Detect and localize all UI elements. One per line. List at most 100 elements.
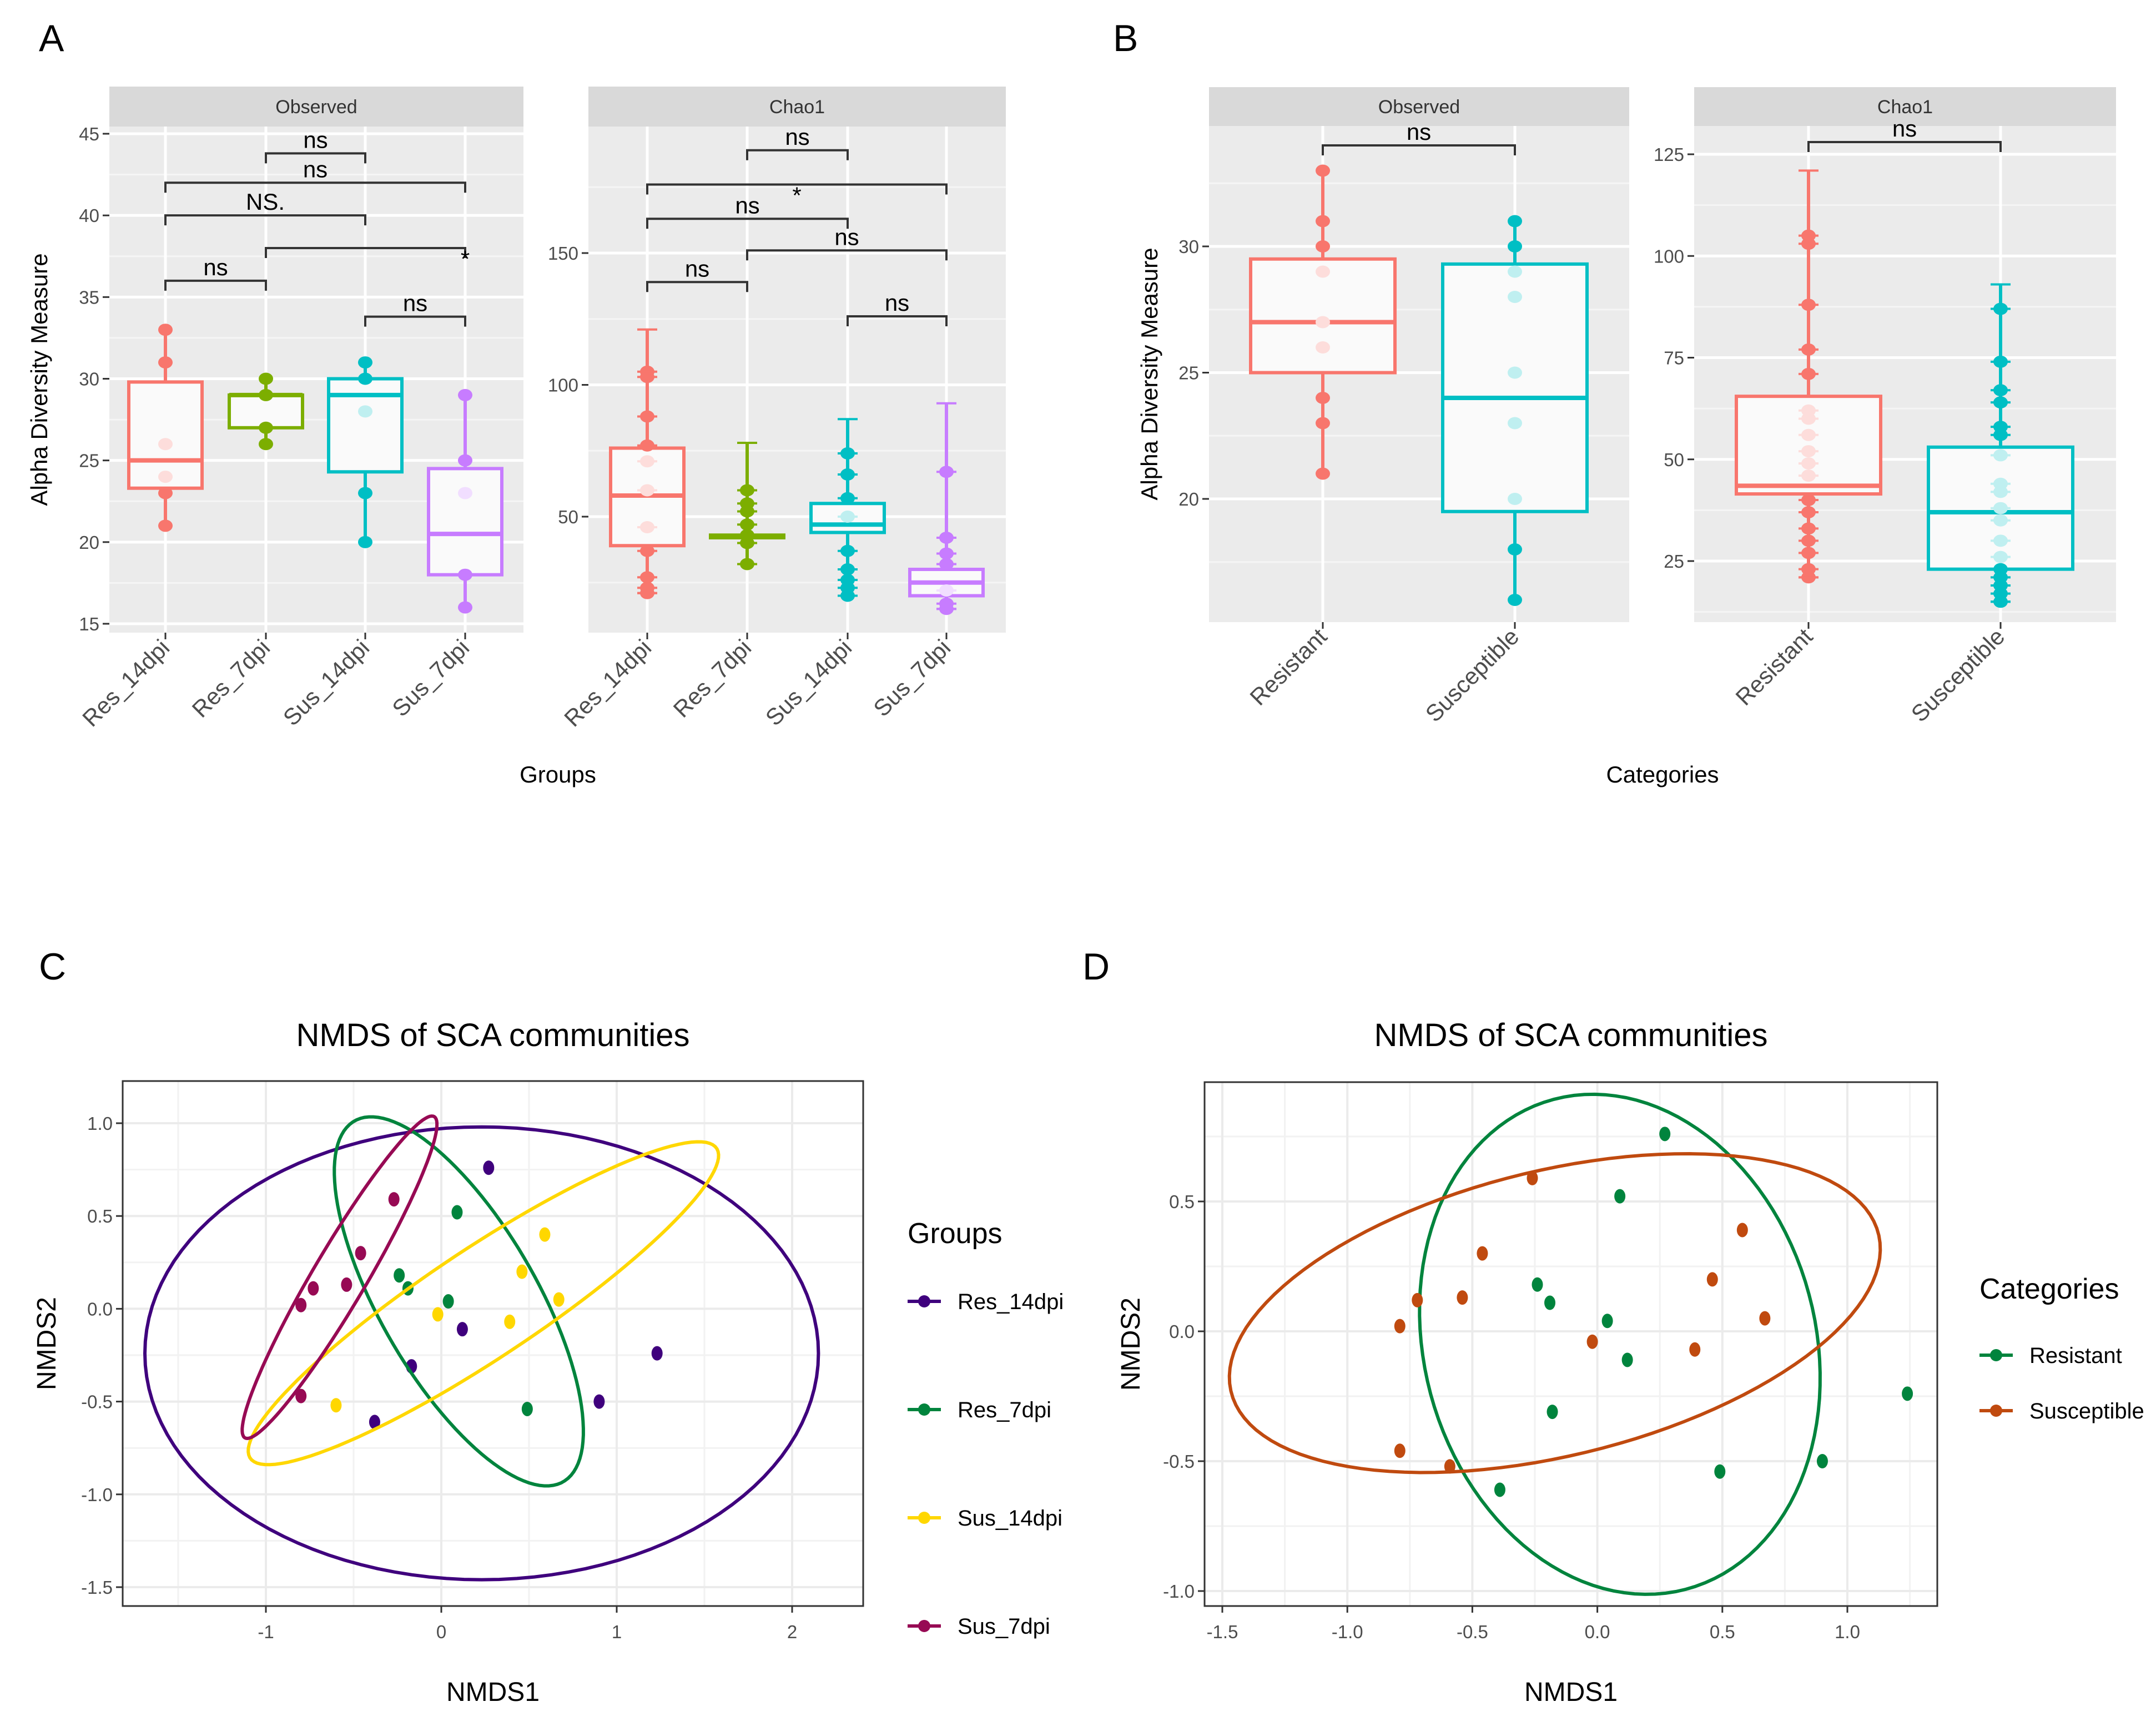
legend-key-point [918,1295,930,1307]
data-point [388,1192,400,1207]
x-axis-title: NMDS1 [1524,1678,1618,1707]
series-sus_7dpi [240,1114,439,1441]
panel-letter-d: D [1082,946,1110,988]
x-tick-label: Susceptible [1420,623,1524,727]
legend-title: Categories [1979,1273,2119,1305]
legend-item-sus_7dpi: Sus_7dpi [908,1614,1050,1639]
data-point [458,454,472,467]
data-point [1394,1443,1406,1458]
legend-key-point [918,1512,930,1524]
y-tick-label: 75 [1664,348,1684,368]
panel-c-nmds-groups: NMDS of SCA communities -1 0 1 2 -1.5 -1.0 -0.5… [32,1017,1064,1707]
data-point [1494,1482,1505,1497]
data-point [355,1246,366,1261]
significance-label: * [792,183,801,209]
data-point [369,1415,380,1430]
significance-label: ns [885,290,909,316]
y-tick-label: 20 [79,532,99,553]
x-tick-label: Sus_14dpi [760,634,857,731]
y-axis-title: NMDS2 [1116,1297,1146,1391]
legend-label: Res_14dpi [958,1290,1064,1314]
y-tick-label: 125 [1654,144,1684,165]
bracket-line [164,214,366,226]
bracket-line [1322,144,1516,155]
x-tick-label: Susceptible [1906,623,2010,727]
bracket-line [1807,141,2002,153]
legend-item-sus_14dpi: Sus_14dpi [908,1506,1062,1531]
data-point [1477,1246,1488,1261]
facet-strip-label: Chao1 [769,97,825,118]
series-resistant [1418,1092,1913,1596]
significance-bracket: ns [746,124,849,160]
legend-item-res_7dpi: Res_7dpi [908,1398,1051,1422]
x-tick-label: Res_14dpi [77,634,174,731]
series-susceptible [1227,1152,1882,1474]
panel-letter-c: C [39,946,66,988]
y-tick-label: 30 [1178,236,1199,257]
box-sus_14dpi [809,418,886,602]
x-tick-label: Sus_7dpi [868,634,955,721]
data-point [521,1401,533,1416]
bracket-line [265,247,466,259]
bracket-line [364,315,466,327]
y-tick-label: 45 [79,124,99,144]
data-point [1544,1295,1556,1310]
data-point [358,536,372,548]
y-tick-label: 15 [79,614,99,634]
chart-title: NMDS of SCA communities [296,1017,689,1053]
significance-bracket: ns [746,224,948,261]
data-point [158,438,173,451]
bracket-line [265,152,366,164]
data-point [1902,1386,1913,1401]
data-point [1444,1459,1455,1474]
data-point [1316,467,1330,480]
data-point [483,1160,495,1175]
y-tick-label: -1.5 [81,1577,113,1598]
x-tick-label: Sus_7dpi [387,634,474,721]
box-resistant [1735,169,1882,584]
significance-bracket: * [265,246,470,272]
data-point [1508,215,1522,228]
plot-background [588,127,1006,633]
data-point [456,1322,468,1337]
data-point [1316,240,1330,253]
bracket-line [746,249,948,261]
box-iqr [1249,257,1397,375]
box-resistant [1249,164,1397,480]
box-iqr [127,380,204,490]
significance-label: NS. [246,189,285,215]
box-sus_7dpi [908,402,985,615]
significance-bracket: ns [847,290,948,326]
x-axis-title: Groups [520,761,596,787]
data-point [1412,1292,1423,1307]
data-point [1532,1277,1543,1292]
confidence-ellipse [240,1114,439,1441]
plot-background [1205,1082,1937,1606]
y-tick-label: 25 [1664,551,1684,572]
y-tick-label: 25 [79,451,99,471]
data-point [1508,366,1522,379]
significance-bracket: ns [265,127,366,164]
data-point [1621,1352,1633,1367]
x-tick-label: 1 [612,1622,622,1642]
legend-label: Sus_7dpi [958,1614,1050,1639]
box-iqr [327,377,404,474]
data-point [1316,341,1330,354]
legend-item-res_14dpi: Res_14dpi [908,1290,1064,1314]
y-tick-label: 40 [79,205,99,226]
panel-letter-b: B [1113,17,1138,59]
bracket-line [646,218,849,229]
data-point [651,1346,663,1361]
bracket-line [646,281,748,292]
x-axis-title: Categories [1606,761,1719,787]
data-point [539,1227,551,1242]
x-tick-label: Resistant [1245,623,1332,710]
data-point [1508,240,1522,253]
facet-observed: Observed 20 25 30 Resistant Susceptible ns [1178,87,1629,727]
data-point [259,372,273,385]
data-point [330,1398,342,1413]
box-sus_7dpi [427,388,503,614]
confidence-ellipse [1418,1092,1822,1596]
x-tick-label: 0.0 [1585,1622,1610,1642]
facet-strip [1209,87,1629,126]
